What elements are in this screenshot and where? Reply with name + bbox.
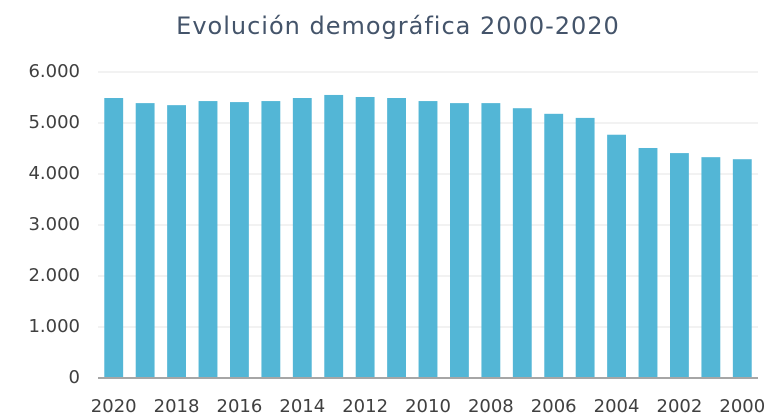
bar [104, 98, 124, 378]
chart-title: Evolución demográfica 2000-2020 [176, 12, 620, 40]
bar [324, 94, 344, 378]
bar [387, 98, 406, 378]
bar [292, 98, 312, 378]
bar [670, 153, 689, 378]
x-tick-label: 2002 [657, 396, 703, 416]
y-tick-label: 6.000 [28, 61, 80, 82]
y-tick-label: 0 [69, 367, 80, 388]
bar [418, 101, 438, 378]
bar [544, 113, 564, 378]
bar [450, 103, 469, 379]
x-tick-label: 2000 [719, 396, 765, 416]
bar [732, 159, 752, 378]
x-tick-label: 2014 [279, 396, 325, 416]
bar [512, 108, 532, 379]
bar [355, 96, 375, 379]
x-tick-label: 2020 [91, 396, 137, 416]
bar [135, 103, 155, 379]
x-tick-label: 2008 [468, 396, 514, 416]
y-tick-label: 1.000 [28, 316, 80, 337]
bar [198, 101, 218, 378]
bar [575, 117, 595, 379]
y-tick-label: 5.000 [28, 112, 80, 133]
y-tick-label: 3.000 [28, 214, 80, 235]
x-tick-label: 2010 [405, 396, 451, 416]
bar [261, 101, 281, 378]
x-tick-label: 2012 [342, 396, 388, 416]
x-tick-label: 2018 [154, 396, 200, 416]
y-tick-label: 4.000 [28, 163, 80, 184]
bar [638, 147, 658, 378]
bar [230, 102, 249, 378]
x-tick-label: 2004 [594, 396, 640, 416]
bar [481, 103, 501, 379]
bar [167, 105, 186, 379]
x-tick-label: 2006 [531, 396, 577, 416]
x-tick-label: 2016 [217, 396, 263, 416]
bar [701, 157, 721, 378]
bar [607, 134, 626, 378]
y-tick-label: 2.000 [28, 265, 80, 286]
